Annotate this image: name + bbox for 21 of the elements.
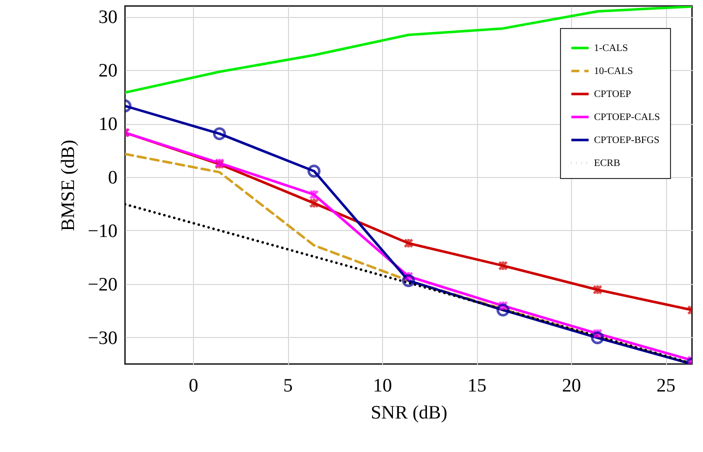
y-tick-label: −20 [88,274,118,296]
x-tick-label: 15 [468,376,487,396]
legend-label: CPTOEP [594,89,632,100]
y-tick-label: −10 [88,220,118,242]
legend-label: CPTOEP-BFGS [594,135,660,146]
x-tick-label: 5 [283,376,293,396]
y-tick-label: −30 [88,328,118,349]
legend-label: ECRB [594,158,620,169]
legend-label: 10-CALS [594,66,633,77]
y-tick-label: 0 [108,167,118,188]
x-tick-label: 0 [188,376,198,396]
legend-label: 1-CALS [594,43,628,54]
y-tick-label: 30 [98,7,118,28]
y-tick-label: 20 [98,60,118,82]
x-tick-label: 20 [562,376,582,396]
y-axis-title: BMSE (dB) [58,140,79,232]
x-tick-label: 10 [373,376,392,396]
x-tick-label: 25 [656,376,676,396]
y-tick-label: 10 [98,114,118,136]
legend-label: CPTOEP-CALS [594,112,660,123]
x-axis-title: SNR (dB) [370,402,448,424]
